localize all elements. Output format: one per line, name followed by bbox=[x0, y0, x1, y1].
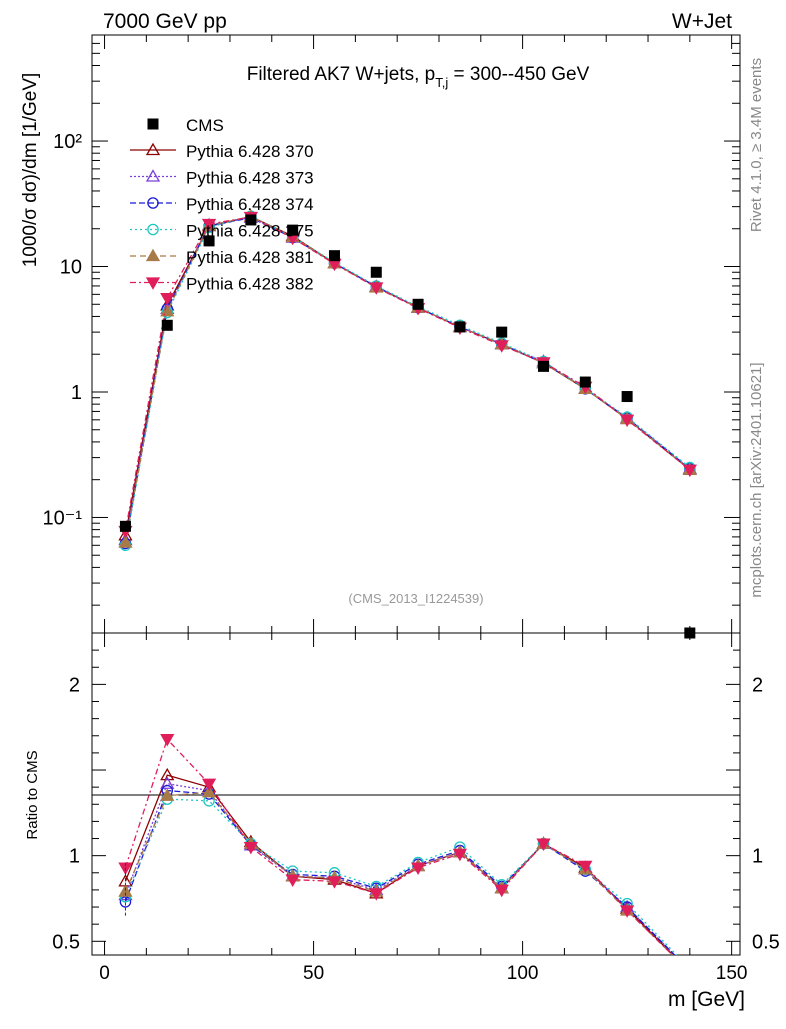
main-y-axis-label: 1000/σ dσ)/dm [1/GeV] bbox=[20, 73, 41, 268]
legend-label: Pythia 6.428 370 bbox=[186, 142, 314, 161]
series-point bbox=[494, 340, 509, 353]
ratio-y-tick-label: 2 bbox=[69, 674, 80, 696]
ratio-point bbox=[160, 767, 175, 781]
cms-data-point bbox=[161, 319, 173, 331]
cms-data-point bbox=[621, 391, 633, 403]
legend-label: Pythia 6.428 375 bbox=[186, 222, 314, 241]
ratio-point bbox=[160, 776, 175, 789]
ratio-plot-series bbox=[118, 734, 678, 955]
x-tick-label: 50 bbox=[303, 963, 324, 984]
series-point bbox=[160, 292, 175, 306]
legend-marker bbox=[147, 223, 159, 236]
beam-energy-label: 7000 GeV pp bbox=[103, 10, 227, 33]
cms-data-point bbox=[412, 298, 424, 310]
legend-marker bbox=[145, 142, 161, 156]
ratio-point bbox=[494, 884, 509, 898]
y-tick-label: 10² bbox=[53, 131, 82, 153]
x-tick-label: 0 bbox=[99, 963, 110, 984]
series-point bbox=[160, 303, 175, 317]
rivet-version-label: Rivet 4.1.0, ≥ 3.4M events bbox=[748, 58, 765, 232]
chart-title: Filtered AK7 W+jets, pT,j = 300--450 GeV bbox=[247, 64, 590, 90]
series-point bbox=[682, 464, 697, 478]
series-point bbox=[201, 218, 217, 232]
legend-label: Pythia 6.428 382 bbox=[186, 275, 314, 294]
ratio-line bbox=[124, 798, 678, 955]
ratio-point bbox=[452, 848, 468, 862]
cms-data-point bbox=[538, 360, 550, 372]
x-tick-label: 150 bbox=[716, 963, 748, 984]
y-tick-label: 10 bbox=[60, 257, 82, 279]
ratio-point bbox=[536, 838, 551, 851]
legend-marker bbox=[145, 248, 161, 262]
legend-cms-label: CMS bbox=[186, 116, 224, 135]
cms-data-point bbox=[245, 214, 257, 226]
legend-marker bbox=[145, 169, 161, 182]
ratio-point bbox=[369, 888, 384, 901]
series-point bbox=[369, 282, 384, 295]
main-plot-series bbox=[118, 209, 697, 639]
x-axis-label: m [GeV] bbox=[668, 988, 745, 1011]
ratio-point bbox=[160, 788, 175, 801]
ratio-y-axis-label: Ratio to CMS bbox=[24, 750, 41, 839]
cms-data-point bbox=[454, 321, 466, 333]
x-tick-label: 100 bbox=[507, 963, 539, 984]
series-point bbox=[118, 535, 133, 548]
cms-data-point bbox=[684, 627, 696, 639]
ratio-point bbox=[578, 860, 593, 874]
ratio-line bbox=[124, 782, 676, 955]
series-line bbox=[124, 216, 691, 532]
axis-ticks: 0 50 100 150 10⁻¹ 1 10 10² 0.5 0.5 1 1 2 2 bbox=[43, 34, 780, 984]
legend-label: Pythia 6.428 374 bbox=[186, 195, 314, 214]
ratio-line bbox=[124, 791, 674, 955]
cms-data-point bbox=[370, 266, 382, 278]
legend: CMS Pythia 6.428 370 Pythia 6.428 373 Pythi… bbox=[130, 116, 314, 294]
cms-data-point bbox=[328, 250, 340, 262]
cms-data-point bbox=[496, 326, 508, 338]
ratio-point bbox=[160, 734, 175, 747]
cms-data-point bbox=[203, 235, 215, 247]
ratio-y-tick-label-right: 2 bbox=[752, 674, 763, 696]
ratio-y-tick-label-right: 0.5 bbox=[752, 931, 780, 953]
legend-marker bbox=[147, 197, 159, 209]
y-tick-label: 1 bbox=[71, 382, 82, 404]
ratio-point bbox=[118, 884, 133, 897]
cms-data-point bbox=[287, 224, 299, 236]
analysis-tag: (CMS_2013_I1224539) bbox=[348, 591, 483, 606]
ratio-y-tick-label: 0.5 bbox=[52, 931, 80, 953]
legend-label: Pythia 6.428 381 bbox=[186, 248, 314, 267]
legend-cms-marker bbox=[147, 118, 159, 130]
ratio-point bbox=[285, 874, 300, 887]
series-line bbox=[124, 215, 691, 546]
cms-data-point bbox=[119, 520, 131, 532]
series-point bbox=[620, 414, 635, 428]
ratio-point bbox=[119, 896, 132, 908]
mcplots-label: mcplots.cern.ch [arXiv:2401.10621] bbox=[748, 362, 765, 597]
ratio-point bbox=[327, 876, 342, 889]
cms-data-point bbox=[579, 376, 591, 388]
legend-marker bbox=[145, 277, 161, 290]
ratio-y-tick-label: 1 bbox=[69, 846, 80, 868]
ratio-plot-frame bbox=[91, 632, 741, 956]
ratio-series-group bbox=[118, 734, 678, 955]
ratio-point bbox=[201, 784, 217, 798]
process-label: W+Jet bbox=[672, 10, 732, 33]
ratio-point bbox=[410, 862, 426, 875]
ratio-line bbox=[124, 789, 676, 955]
y-tick-label: 10⁻¹ bbox=[43, 507, 83, 529]
ratio-line bbox=[124, 774, 674, 955]
ratio-point bbox=[620, 905, 635, 918]
ratio-y-tick-label-right: 1 bbox=[752, 846, 763, 868]
series-line bbox=[124, 215, 691, 543]
legend-label: Pythia 6.428 373 bbox=[186, 169, 314, 188]
ratio-point bbox=[201, 778, 217, 792]
ratio-line bbox=[124, 737, 674, 955]
ratio-point bbox=[243, 841, 258, 855]
